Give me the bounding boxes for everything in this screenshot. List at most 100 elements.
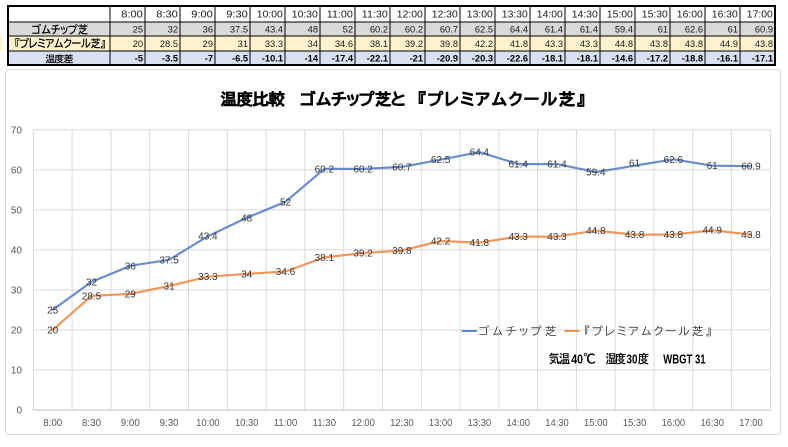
svg-text:-3.5: -3.5	[162, 53, 178, 63]
svg-text:61: 61	[658, 24, 668, 34]
svg-text:52: 52	[343, 24, 353, 34]
svg-text:43.8: 43.8	[650, 39, 668, 49]
svg-text:20: 20	[11, 326, 23, 337]
svg-text:13:30: 13:30	[468, 418, 492, 429]
svg-text:-10.1: -10.1	[262, 53, 283, 63]
svg-text:-21: -21	[410, 53, 423, 63]
svg-text:60.7: 60.7	[440, 24, 458, 34]
svg-text:9:00: 9:00	[121, 418, 140, 429]
svg-text:39.2: 39.2	[405, 39, 423, 49]
svg-text:8:00: 8:00	[43, 418, 62, 429]
svg-text:39.2: 39.2	[353, 249, 373, 260]
svg-text:48: 48	[241, 213, 253, 224]
svg-text:0: 0	[16, 406, 22, 417]
svg-text:WBGT 31: WBGT 31	[663, 353, 705, 367]
svg-text:9:00: 9:00	[191, 10, 213, 21]
svg-text:10:00: 10:00	[257, 10, 283, 21]
svg-text:34: 34	[241, 269, 253, 280]
svg-text:31: 31	[238, 39, 248, 49]
svg-text:12:00: 12:00	[397, 10, 423, 21]
svg-text:43.3: 43.3	[580, 39, 598, 49]
svg-text:60: 60	[11, 165, 23, 176]
svg-text:37.5: 37.5	[159, 255, 179, 266]
svg-text:40: 40	[11, 245, 23, 256]
svg-text:38.1: 38.1	[315, 253, 335, 264]
svg-text:52: 52	[280, 197, 292, 208]
svg-text:10:30: 10:30	[235, 418, 259, 429]
svg-text:43.3: 43.3	[508, 232, 528, 243]
svg-text:28.5: 28.5	[160, 39, 178, 49]
svg-text:43.3: 43.3	[547, 232, 567, 243]
svg-text:10: 10	[11, 366, 23, 377]
svg-text:62.6: 62.6	[664, 155, 684, 166]
svg-text:37.5: 37.5	[230, 24, 248, 34]
svg-text:60.2: 60.2	[370, 24, 388, 34]
svg-text:43.3: 43.3	[545, 39, 563, 49]
svg-text:-18.1: -18.1	[577, 53, 598, 63]
svg-text:17:00: 17:00	[739, 418, 763, 429]
svg-text:-20.3: -20.3	[472, 53, 493, 63]
svg-text:-22.6: -22.6	[507, 53, 528, 63]
svg-text:34.6: 34.6	[276, 267, 296, 278]
svg-text:61: 61	[629, 159, 641, 170]
svg-text:36: 36	[203, 24, 213, 34]
svg-text:50: 50	[11, 205, 23, 216]
svg-text:-17.4: -17.4	[332, 53, 354, 63]
svg-text:43.4: 43.4	[198, 232, 218, 243]
svg-text:61.4: 61.4	[545, 24, 563, 34]
svg-text:42.2: 42.2	[475, 39, 493, 49]
svg-text:10:30: 10:30	[292, 10, 318, 21]
svg-text:39.8: 39.8	[440, 39, 458, 49]
svg-text:44.8: 44.8	[586, 226, 606, 237]
svg-text:30: 30	[11, 286, 23, 297]
svg-text:25: 25	[133, 24, 143, 34]
svg-text:15:30: 15:30	[642, 10, 668, 21]
svg-text:31: 31	[164, 281, 176, 292]
svg-text:14:00: 14:00	[537, 10, 563, 21]
svg-text:-14.6: -14.6	[612, 53, 633, 63]
svg-text:62.5: 62.5	[475, 24, 493, 34]
svg-text:11:00: 11:00	[327, 10, 353, 21]
svg-text:15:00: 15:00	[584, 418, 608, 429]
svg-text:41.8: 41.8	[470, 238, 490, 249]
svg-text:42.2: 42.2	[431, 237, 451, 248]
svg-text:12:30: 12:30	[432, 10, 458, 21]
svg-text:60.9: 60.9	[755, 24, 773, 34]
svg-text:20: 20	[47, 325, 59, 336]
svg-text:14:00: 14:00	[506, 418, 530, 429]
svg-text:-20.9: -20.9	[437, 53, 458, 63]
svg-text:16:30: 16:30	[712, 10, 738, 21]
svg-text:8:00: 8:00	[121, 10, 143, 21]
svg-text:13:30: 13:30	[502, 10, 528, 21]
svg-text:61.4: 61.4	[580, 24, 598, 34]
svg-text:-17.1: -17.1	[752, 53, 773, 63]
svg-text:13:00: 13:00	[467, 10, 493, 21]
svg-text:60.2: 60.2	[405, 24, 423, 34]
svg-text:30: 30	[627, 352, 638, 366]
svg-text:20: 20	[133, 39, 143, 49]
svg-text:14:30: 14:30	[545, 418, 569, 429]
svg-text:38.1: 38.1	[370, 39, 388, 49]
svg-text:59.4: 59.4	[615, 24, 633, 34]
svg-text:11:00: 11:00	[274, 418, 298, 429]
svg-text:34.6: 34.6	[335, 39, 353, 49]
svg-text:-6.5: -6.5	[232, 53, 248, 63]
svg-text:29: 29	[125, 289, 137, 300]
svg-text:16:00: 16:00	[677, 10, 703, 21]
svg-text:8:30: 8:30	[156, 10, 178, 21]
svg-text:60.7: 60.7	[392, 162, 412, 173]
svg-text:39.8: 39.8	[392, 246, 412, 257]
svg-text:60.2: 60.2	[353, 164, 373, 175]
svg-text:44.9: 44.9	[702, 226, 722, 237]
svg-text:-7: -7	[205, 53, 213, 63]
svg-text:17:00: 17:00	[747, 10, 773, 21]
svg-text:43.8: 43.8	[755, 39, 773, 49]
svg-text:62.5: 62.5	[431, 155, 451, 166]
svg-text:-22.1: -22.1	[367, 53, 388, 63]
svg-text:8:30: 8:30	[82, 418, 101, 429]
svg-text:11:30: 11:30	[313, 418, 337, 429]
svg-text:61.4: 61.4	[547, 160, 567, 171]
svg-text:9:30: 9:30	[226, 10, 248, 21]
svg-text:-18.8: -18.8	[682, 53, 703, 63]
svg-text:33.3: 33.3	[198, 272, 218, 283]
